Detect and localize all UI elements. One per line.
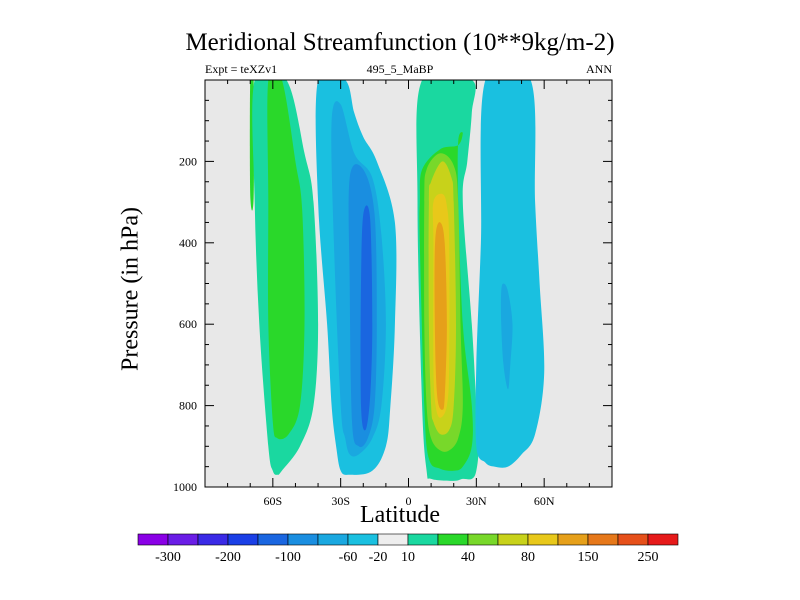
colorbar-label: 10 bbox=[401, 550, 415, 565]
colorbar-swatch bbox=[497, 533, 529, 546]
colorbar-swatch bbox=[617, 533, 649, 546]
colorbar-label: -20 bbox=[369, 550, 388, 565]
colorbar-label: 40 bbox=[461, 550, 475, 565]
nh-hadley-cell-level-6 bbox=[434, 222, 447, 410]
colorbar-swatch bbox=[137, 533, 169, 546]
colorbar-swatch bbox=[167, 533, 199, 546]
colorbar-label: -300 bbox=[155, 550, 181, 565]
season-label: ANN bbox=[586, 62, 612, 76]
x-tick-label: 30S bbox=[331, 494, 350, 508]
x-tick-label: 60N bbox=[534, 494, 555, 508]
colorbar: -300 -200 -100 -60 -20 10 40 80 150 250 bbox=[137, 533, 679, 565]
colorbar-swatch bbox=[287, 533, 319, 546]
period-label: 495_5_MaBP bbox=[366, 62, 434, 76]
colorbar-swatch bbox=[647, 533, 679, 546]
colorbar-swatch bbox=[467, 533, 499, 546]
nh-ferrel-cell-level-1 bbox=[475, 80, 545, 468]
sh-hadley-cell-level-4 bbox=[360, 205, 373, 431]
experiment-label: Expt = teXZv1 bbox=[205, 62, 278, 76]
y-tick-label: 1000 bbox=[173, 480, 197, 494]
colorbar-label: 80 bbox=[521, 550, 535, 565]
y-tick-label: 200 bbox=[179, 154, 197, 168]
colorbar-swatch bbox=[227, 533, 259, 546]
contour-fills bbox=[249, 80, 545, 481]
x-tick-label: 0 bbox=[406, 494, 412, 508]
colorbar-swatch bbox=[587, 533, 619, 546]
colorbar-swatch bbox=[257, 533, 289, 546]
y-tick-label: 400 bbox=[179, 236, 197, 250]
colorbar-swatch bbox=[437, 533, 469, 546]
axes: 60S 30S 0 30N 60N 200 400 600 800 1000 bbox=[173, 80, 612, 508]
colorbar-swatch bbox=[557, 533, 589, 546]
colorbar-label: -200 bbox=[215, 550, 241, 565]
x-axis-label: Latitude bbox=[360, 502, 440, 528]
colorbar-swatch bbox=[317, 533, 349, 546]
x-tick-label: 60S bbox=[263, 494, 282, 508]
colorbar-label: -60 bbox=[339, 550, 358, 565]
colorbar-swatch bbox=[197, 533, 229, 546]
colorbar-swatch bbox=[377, 533, 409, 546]
sh-ferrel-cell-level-2 bbox=[267, 80, 305, 440]
colorbar-label: 250 bbox=[638, 550, 659, 565]
colorbar-swatch bbox=[347, 533, 379, 546]
y-tick-label: 600 bbox=[179, 317, 197, 331]
y-tick-label: 800 bbox=[179, 399, 197, 413]
colorbar-swatch bbox=[527, 533, 559, 546]
colorbar-label: -100 bbox=[275, 550, 301, 565]
chart-title: Meridional Streamfunction (10**9kg/m-2) bbox=[185, 29, 615, 56]
x-tick-label: 30N bbox=[466, 494, 487, 508]
nh-ferrel-cell-level-2 bbox=[500, 283, 513, 390]
colorbar-label: 150 bbox=[578, 550, 599, 565]
colorbar-swatch bbox=[407, 533, 439, 546]
